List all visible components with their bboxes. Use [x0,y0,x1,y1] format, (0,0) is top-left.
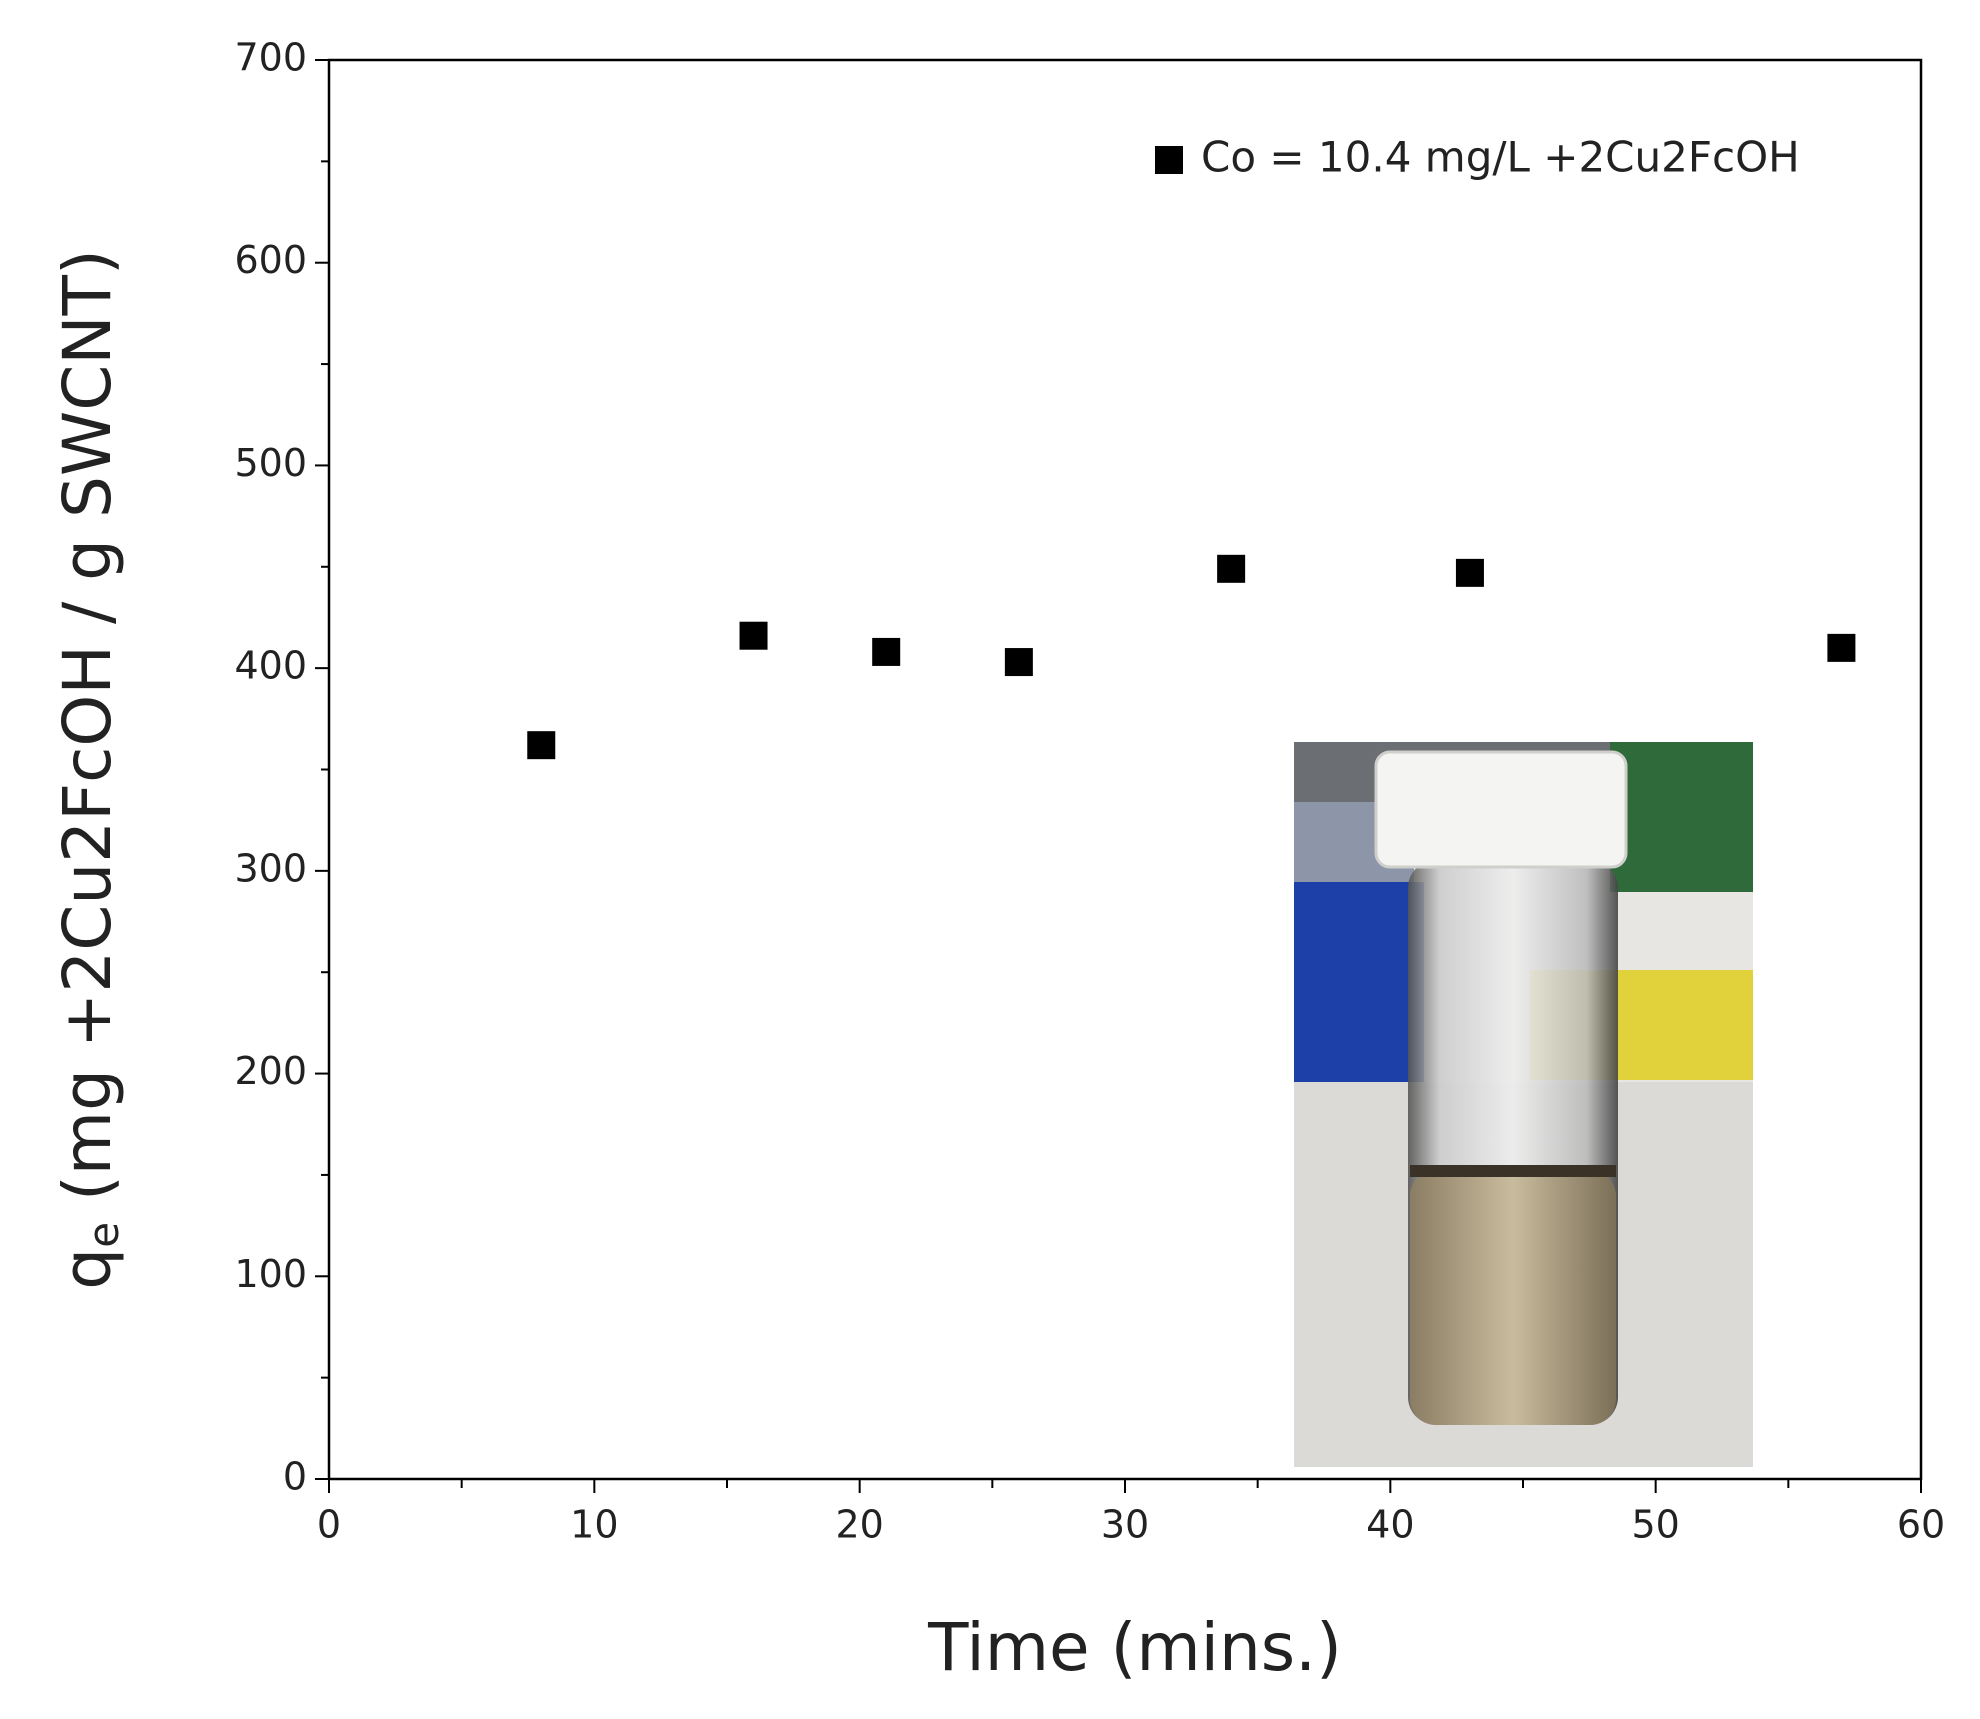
marker [1455,558,1484,587]
y-tick-label: 300 [234,846,307,890]
inset-photo [1294,742,1753,1467]
y-axis-title-rest: (mg +2Cu2FcOH / g SWCNT) [49,249,126,1222]
y-axis-title-main: q [49,1248,126,1290]
y-axis-title-sub: e [79,1222,128,1248]
marker [739,621,768,650]
x-tick-label: 60 [1897,1503,1945,1547]
legend-label: Co = 10.4 mg/L +2Cu2FcOH [1201,133,1800,182]
x-tick-label: 30 [1101,1503,1149,1547]
x-tick-label: 50 [1631,1503,1679,1547]
x-tick-label: 0 [317,1503,341,1547]
y-tick-label: 100 [234,1252,307,1296]
y-tick-label: 700 [234,36,307,80]
marker [1827,633,1856,662]
marker [1004,648,1033,677]
marker [527,731,556,760]
y-tick-label: 0 [283,1455,307,1499]
marker [872,637,901,666]
y-tick-label: 600 [234,238,307,282]
y-axis-title: qe (mg +2Cu2FcOH / g SWCNT) [49,249,127,1289]
x-tick-label: 20 [835,1503,883,1547]
y-tick-label: 200 [234,1049,307,1093]
legend-marker [1155,146,1183,174]
x-tick-label: 10 [570,1503,618,1547]
y-tick-label: 400 [234,644,307,688]
x-tick-label: 40 [1366,1503,1414,1547]
marker [1217,554,1246,583]
y-tick-label: 500 [234,441,307,485]
x-axis-title: Time (mins.) [927,1609,1342,1686]
